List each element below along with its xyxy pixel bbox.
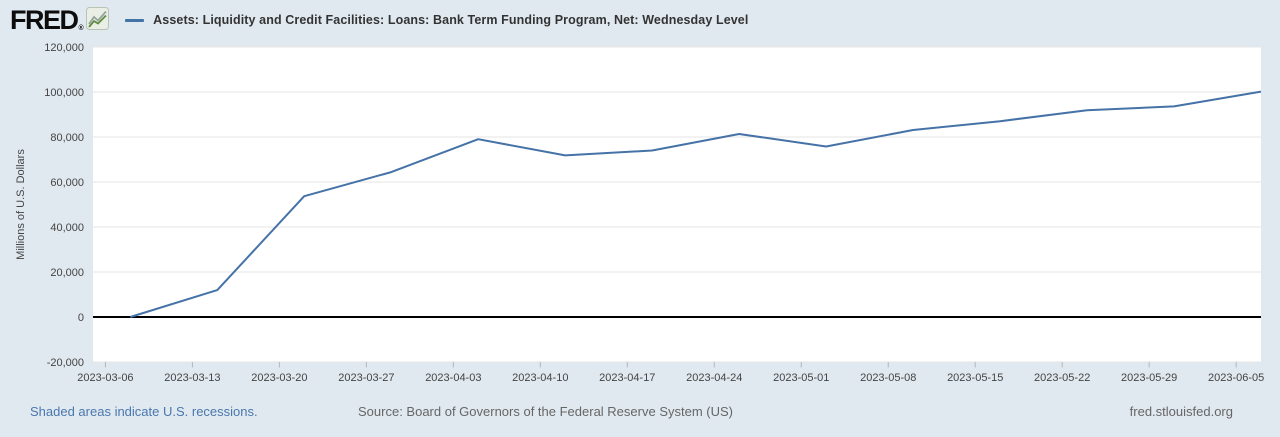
- x-tick-label: 2023-04-17: [599, 372, 655, 384]
- x-tick-label: 2023-04-03: [425, 372, 481, 384]
- x-tick-label: 2023-05-15: [947, 372, 1003, 384]
- y-tick-label: 20,000: [50, 267, 84, 279]
- x-tick-label: 2023-05-22: [1034, 372, 1090, 384]
- source-attribution: Source: Board of Governors of the Federa…: [358, 404, 733, 419]
- series-legend-dash: [125, 18, 145, 22]
- plot-area[interactable]: [93, 47, 1261, 362]
- chart-header: FRED ® Assets: Liquidity and Credit Facil…: [10, 0, 748, 40]
- x-tick-label: 2023-03-27: [338, 372, 394, 384]
- x-tick-label: 2023-05-29: [1121, 372, 1177, 384]
- x-tick-label: 2023-03-06: [77, 372, 133, 384]
- fred-site-link[interactable]: fred.stlouisfed.org: [1129, 404, 1233, 419]
- fred-logo[interactable]: FRED ®: [10, 4, 84, 35]
- y-tick-label: 80,000: [50, 132, 84, 144]
- x-tick-label: 2023-04-10: [512, 372, 568, 384]
- series-line: [130, 90, 1262, 318]
- series-title: Assets: Liquidity and Credit Facilities:…: [153, 13, 749, 27]
- y-tick-label: 40,000: [50, 222, 84, 234]
- y-tick-label: -20,000: [47, 357, 84, 369]
- x-tick-label: 2023-03-20: [251, 372, 307, 384]
- chart-footer: Shaded areas indicate U.S. recessions. S…: [0, 399, 1280, 425]
- x-tick-label: 2023-05-08: [860, 372, 916, 384]
- y-tick-label: 0: [78, 312, 84, 324]
- registered-mark: ®: [78, 24, 84, 32]
- y-tick-label: 120,000: [44, 42, 84, 54]
- fred-sparkline-icon: [86, 7, 110, 35]
- x-tick-label: 2023-03-13: [164, 372, 220, 384]
- y-axis-title: Millions of U.S. Dollars: [15, 149, 27, 260]
- x-tick-label: 2023-04-24: [686, 372, 742, 384]
- y-tick-label: 100,000: [44, 87, 84, 99]
- recession-note-link[interactable]: Shaded areas indicate U.S. recessions.: [30, 404, 258, 419]
- x-tick-label: 2023-06-05: [1208, 372, 1264, 384]
- y-tick-label: 60,000: [50, 177, 84, 189]
- fred-logo-text: FRED: [10, 4, 79, 35]
- x-tick-label: 2023-05-01: [773, 372, 829, 384]
